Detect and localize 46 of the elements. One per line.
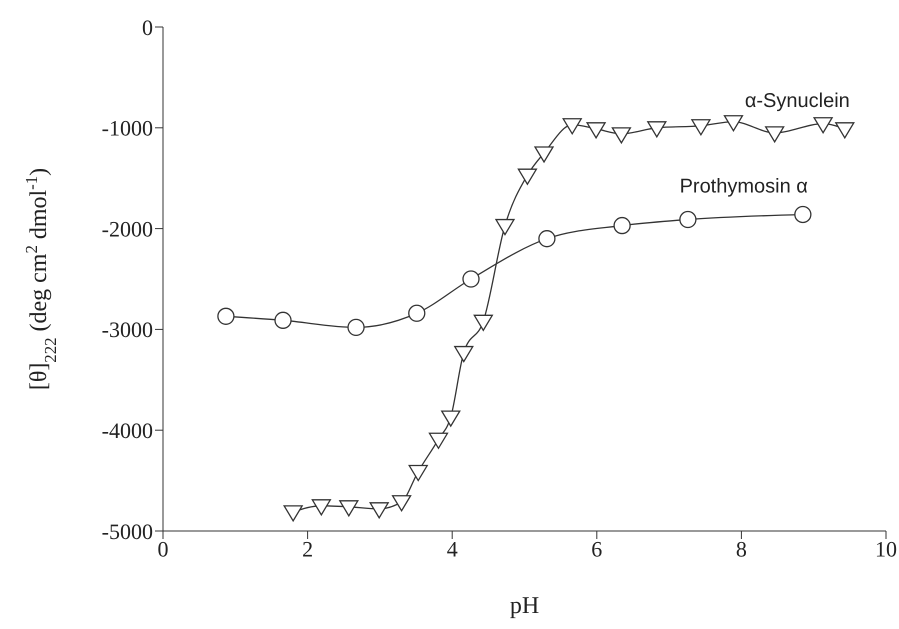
point [691, 119, 711, 136]
point [462, 270, 480, 288]
x-tick-label: 0 [158, 536, 168, 562]
series-label: Prothymosin α [680, 175, 808, 198]
series-label: α-Synuclein [744, 90, 850, 112]
y-tick-label: -4000 [102, 418, 153, 444]
x-tick-label: 10 [875, 536, 897, 562]
point [408, 464, 428, 482]
point [794, 206, 812, 224]
point [274, 312, 292, 329]
point [538, 230, 556, 248]
point [813, 117, 833, 134]
x-tick-label: 4 [446, 536, 458, 562]
y-tick-label: 0 [142, 14, 153, 40]
point [613, 216, 631, 234]
point [370, 502, 389, 518]
point [312, 499, 331, 516]
y-tick-label: -5000 [102, 518, 153, 544]
point [612, 127, 632, 144]
point [474, 314, 493, 331]
point [495, 218, 515, 236]
y-tick-label: -2000 [102, 216, 153, 242]
point [724, 115, 744, 132]
point [283, 505, 303, 522]
y-tick-label: -3000 [102, 317, 153, 342]
point [534, 146, 554, 163]
point [647, 121, 666, 138]
point [586, 122, 606, 138]
x-tick-label: 2 [302, 536, 314, 562]
point [408, 304, 426, 322]
point [679, 210, 697, 228]
x-tick-label: 6 [591, 536, 602, 562]
point [441, 410, 460, 427]
point [339, 500, 358, 516]
point [562, 118, 582, 134]
y-tick-label: -1000 [102, 116, 153, 141]
point [765, 126, 784, 142]
point [217, 308, 235, 325]
point [518, 168, 538, 185]
x-axis-title: pH [510, 593, 540, 619]
x-tick-label: 8 [736, 536, 747, 562]
point [392, 495, 412, 512]
point [347, 318, 365, 336]
point [428, 432, 448, 449]
point [835, 122, 854, 138]
point [454, 346, 474, 362]
